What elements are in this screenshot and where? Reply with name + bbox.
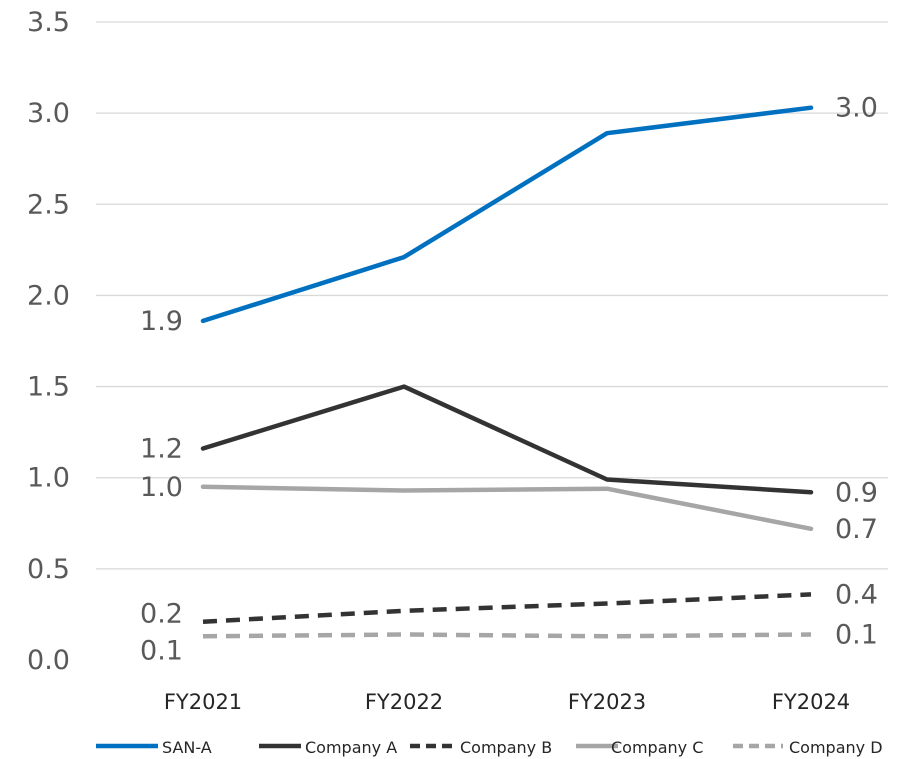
x-tick-label: FY2022 xyxy=(365,690,443,714)
legend-label: Company B xyxy=(460,738,552,757)
series-line-company-d xyxy=(202,632,812,639)
series-lines xyxy=(200,105,814,639)
y-tick-label: 0.0 xyxy=(27,645,70,676)
series-line-company-a xyxy=(200,384,814,495)
legend-label: SAN-A xyxy=(162,738,212,757)
data-label: 0.4 xyxy=(835,579,878,610)
data-label: 0.2 xyxy=(140,599,183,630)
y-tick-label: 3.0 xyxy=(27,98,70,129)
x-tick-label: FY2023 xyxy=(568,690,646,714)
data-label: 0.1 xyxy=(835,619,878,650)
y-axis-ticks: 0.0 0.5 1.0 1.5 2.0 2.5 3.0 3.5 xyxy=(27,7,70,676)
legend: SAN-A Company A Company B Company C Company … xyxy=(96,738,883,757)
y-tick-label: 3.5 xyxy=(27,7,70,38)
series-line-company-c xyxy=(200,484,814,532)
legend-label: Company C xyxy=(611,738,703,757)
data-label: 1.9 xyxy=(140,306,183,337)
legend-label: Company D xyxy=(789,738,883,757)
data-label: 1.0 xyxy=(140,472,183,503)
data-labels: 1.9 3.0 1.2 0.9 0.2 0.4 1.0 0.7 0.1 0.1 xyxy=(140,93,878,667)
data-label: 0.1 xyxy=(140,635,183,666)
y-tick-label: 0.5 xyxy=(27,554,70,585)
series-line-company-b xyxy=(202,592,812,624)
data-label: 3.0 xyxy=(835,93,878,124)
legend-label: Company A xyxy=(305,738,397,757)
x-axis-ticks: FY2021 FY2022 FY2023 FY2024 xyxy=(164,690,850,714)
y-tick-label: 1.0 xyxy=(27,463,70,494)
y-tick-label: 2.5 xyxy=(27,189,70,220)
x-tick-label: FY2021 xyxy=(164,690,242,714)
x-tick-label: FY2024 xyxy=(772,690,850,714)
series-line-san-a xyxy=(200,105,814,324)
y-tick-label: 2.0 xyxy=(27,280,70,311)
data-label: 1.2 xyxy=(140,434,183,465)
data-label: 0.9 xyxy=(835,477,878,508)
data-label: 0.7 xyxy=(835,514,878,545)
y-tick-label: 1.5 xyxy=(27,372,70,403)
